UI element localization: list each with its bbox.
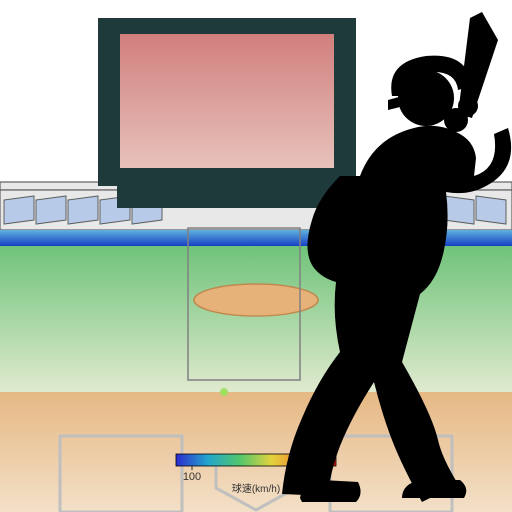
legend-tick: 100: [183, 471, 201, 483]
pitch-marker: [220, 388, 228, 396]
legend-label: 球速(km/h): [232, 482, 280, 495]
scoreboard: [98, 18, 356, 208]
